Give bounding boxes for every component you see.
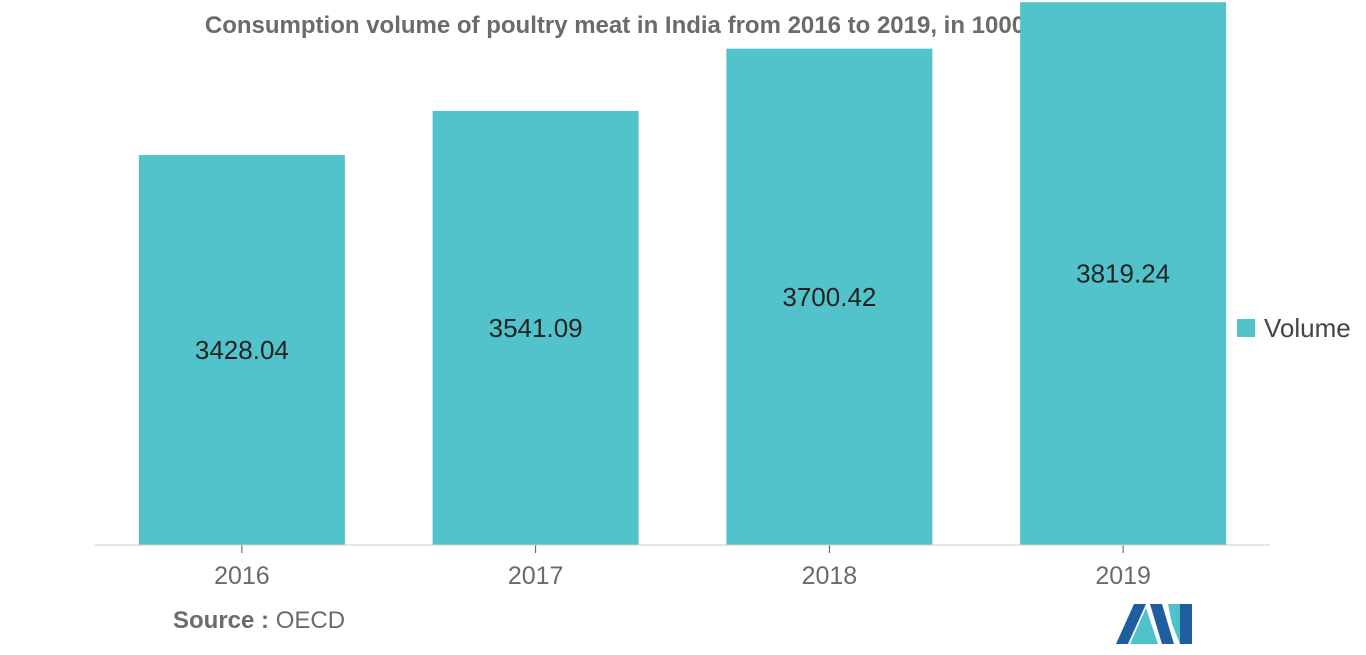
- source-label: Source :: [173, 607, 270, 634]
- x-tick-label-2017: 2017: [508, 562, 564, 590]
- bar-2016: [138, 155, 345, 545]
- x-tick-label-2019: 2019: [1095, 562, 1151, 590]
- bar-2018: [726, 48, 933, 545]
- legend-label-volume: Volume: [1264, 313, 1351, 343]
- source-value: OECD: [275, 607, 346, 634]
- chart-title: Consumption volume of poultry meat in In…: [204, 12, 1162, 39]
- x-tick-label-2018: 2018: [802, 562, 858, 590]
- bar-2019: [1020, 2, 1227, 545]
- data-label-2016: 3428.04: [195, 335, 289, 365]
- data-label-2017: 3541.09: [489, 313, 583, 343]
- legend-swatch-volume: [1237, 319, 1255, 337]
- data-label-2019: 3819.24: [1076, 259, 1170, 289]
- brand-logo-icon: [1116, 604, 1192, 644]
- bar-2017: [432, 110, 639, 545]
- data-label-2018: 3700.42: [782, 282, 876, 312]
- source-note: Source : OECD: [173, 607, 345, 635]
- x-tick-label-2016: 2016: [214, 562, 270, 590]
- bar-chart: 3428.04 2016 3541.09 2017 3700.42 2018 3819.24…: [95, 2, 1351, 590]
